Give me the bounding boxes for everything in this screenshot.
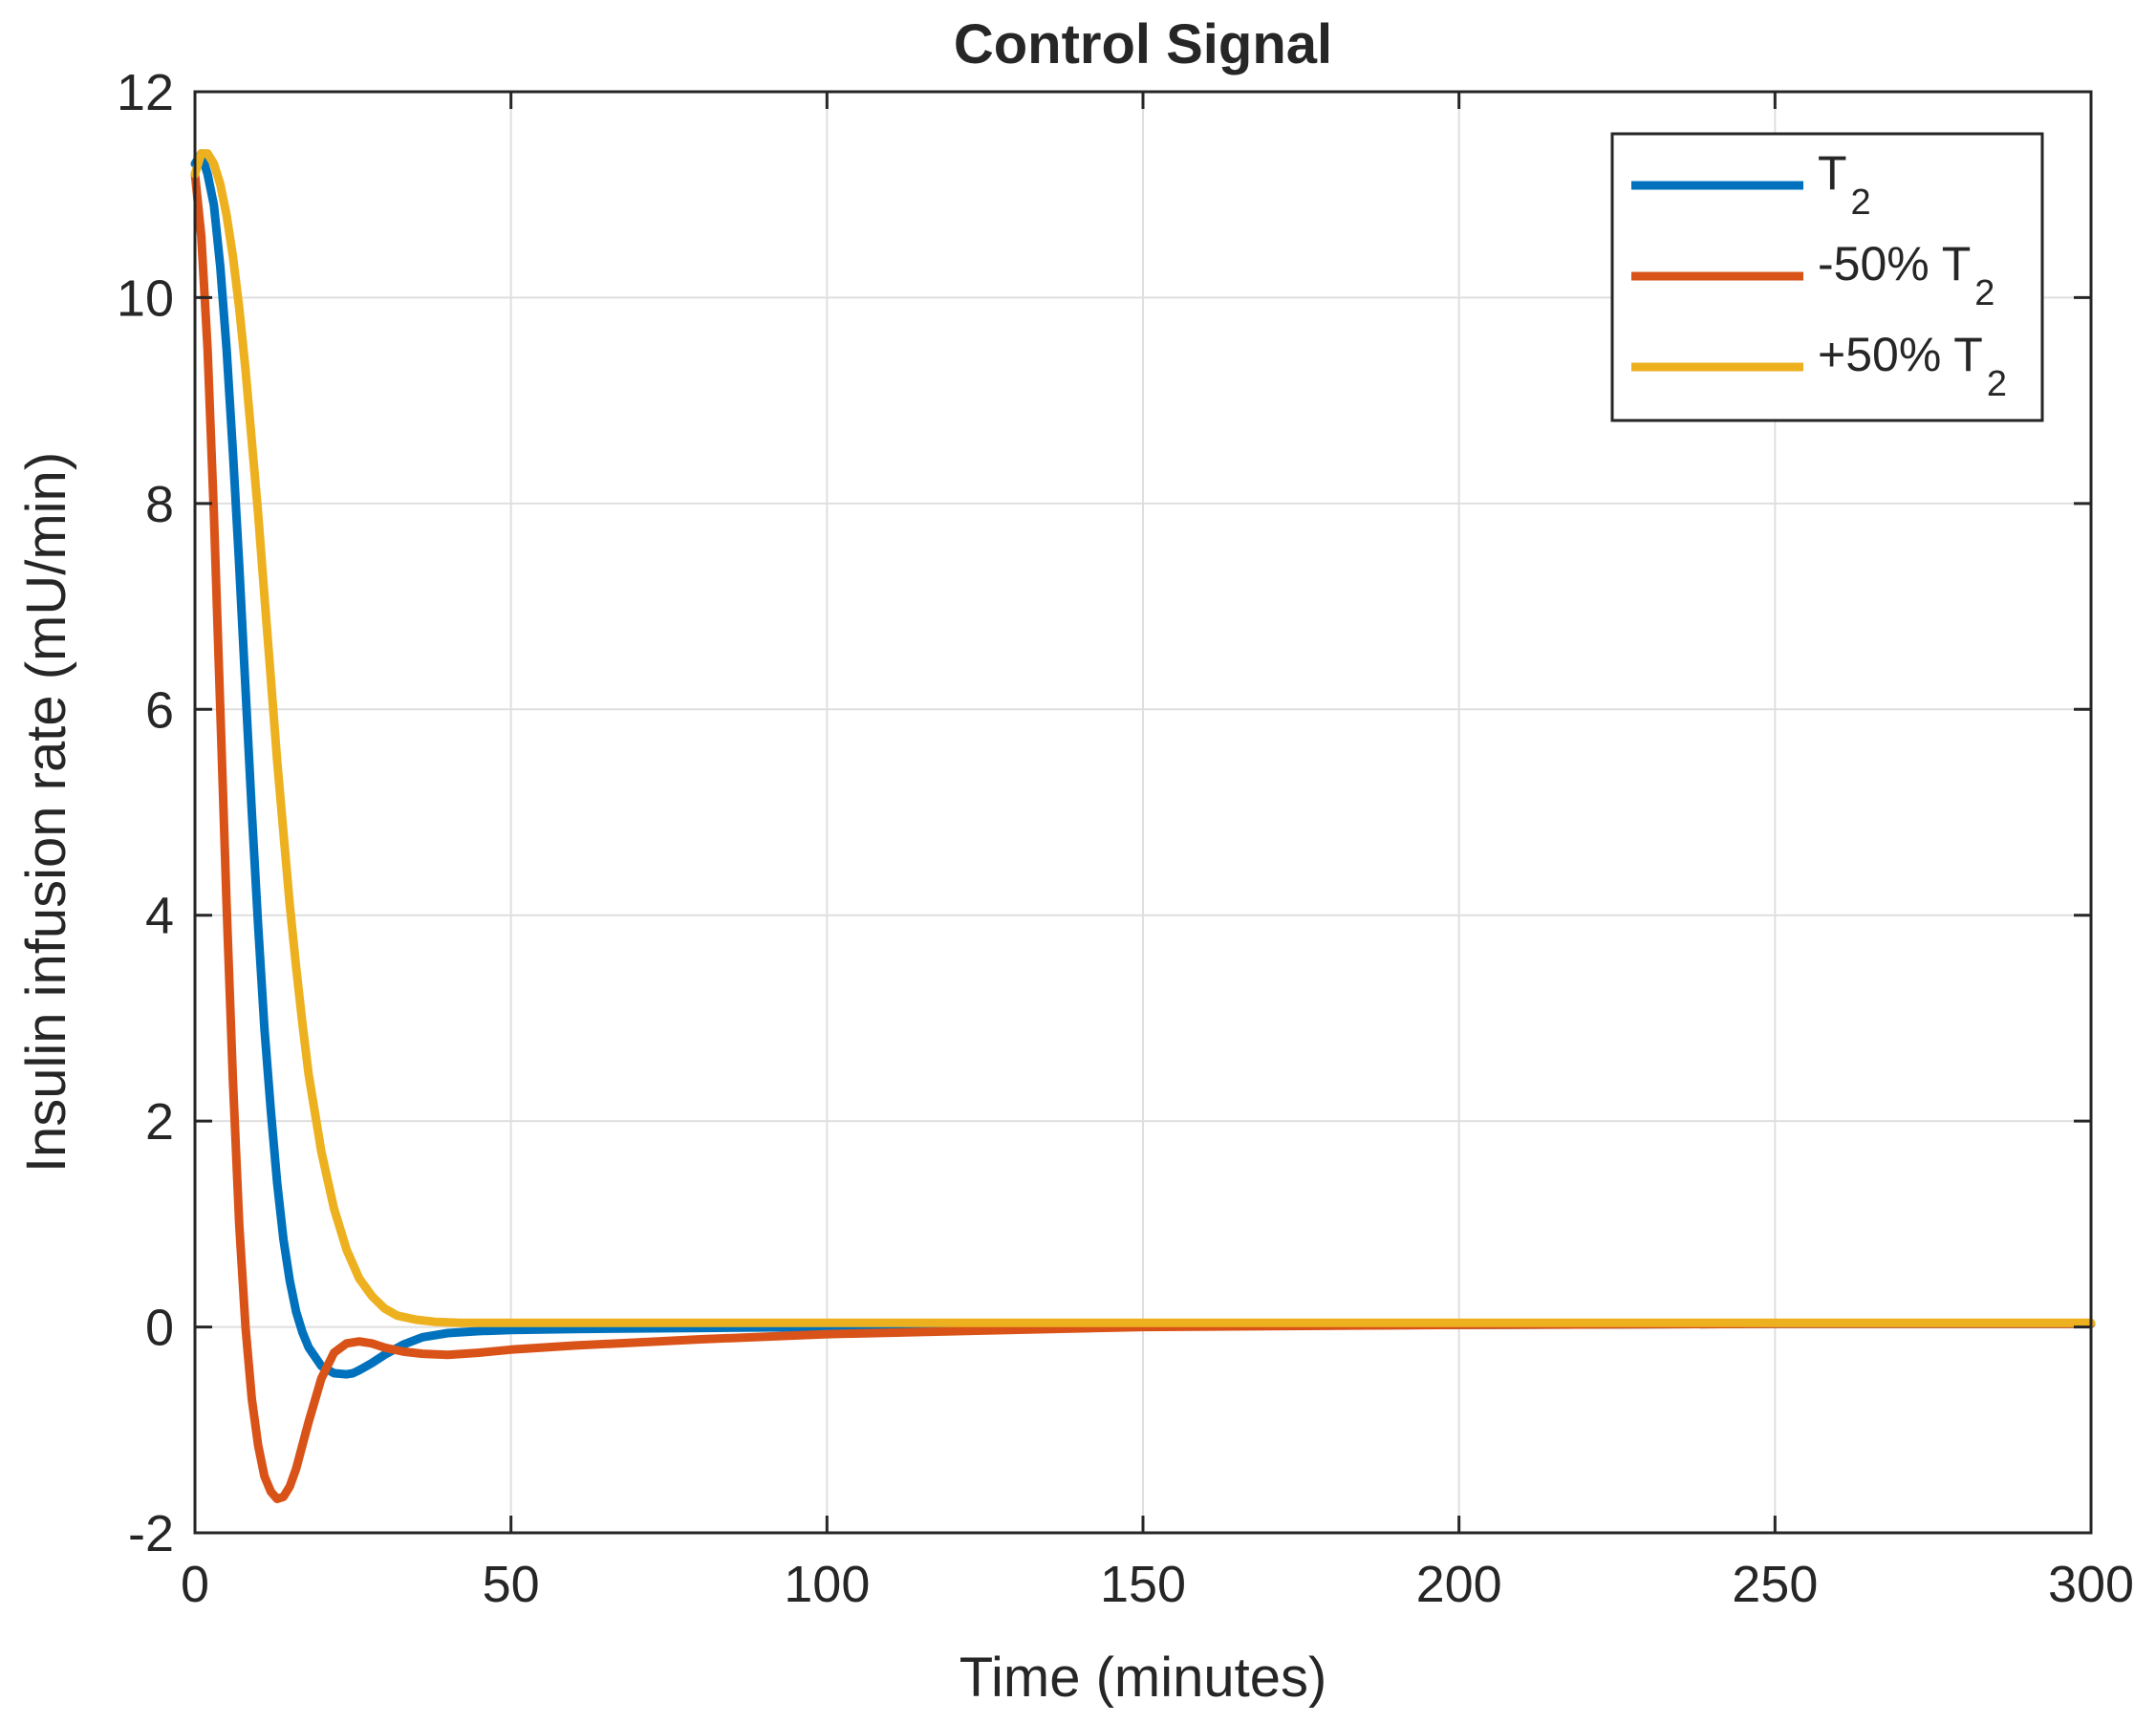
- legend-label: +50% T2: [1818, 328, 2007, 404]
- y-axis-label: Insulin infusion rate (mU/min): [15, 452, 77, 1173]
- y-tick-label: 10: [117, 269, 174, 327]
- x-tick-label: 0: [181, 1556, 209, 1613]
- legend-label: -50% T2: [1818, 237, 1994, 313]
- x-axis-label: Time (minutes): [959, 1647, 1327, 1709]
- series-line--50-t2: [190, 169, 2096, 1503]
- y-tick-label: -2: [128, 1505, 174, 1562]
- x-tick-label: 250: [1732, 1556, 1818, 1613]
- y-tick-label: 8: [145, 476, 174, 533]
- y-tick-label: 0: [145, 1300, 174, 1357]
- series-lines: [190, 149, 2096, 1503]
- y-tick-label: 4: [145, 888, 174, 945]
- series-line-t2: [190, 149, 2096, 1379]
- x-tick-label: 50: [483, 1556, 540, 1613]
- y-tick-label: 2: [145, 1093, 174, 1151]
- y-tick-label: 6: [145, 681, 174, 739]
- x-tick-label: 100: [784, 1556, 870, 1613]
- x-tick-label: 150: [1100, 1556, 1186, 1613]
- legend: T2 -50% T2 +50% T2: [1610, 132, 2044, 422]
- series-line--50-t2: [190, 149, 2096, 1327]
- x-tick-label: 200: [1416, 1556, 1502, 1613]
- y-tick-label: 12: [117, 64, 174, 121]
- x-tick-label: 300: [2048, 1556, 2134, 1613]
- legend-label: T2: [1818, 146, 1871, 223]
- chart-title: Control Signal: [954, 13, 1332, 75]
